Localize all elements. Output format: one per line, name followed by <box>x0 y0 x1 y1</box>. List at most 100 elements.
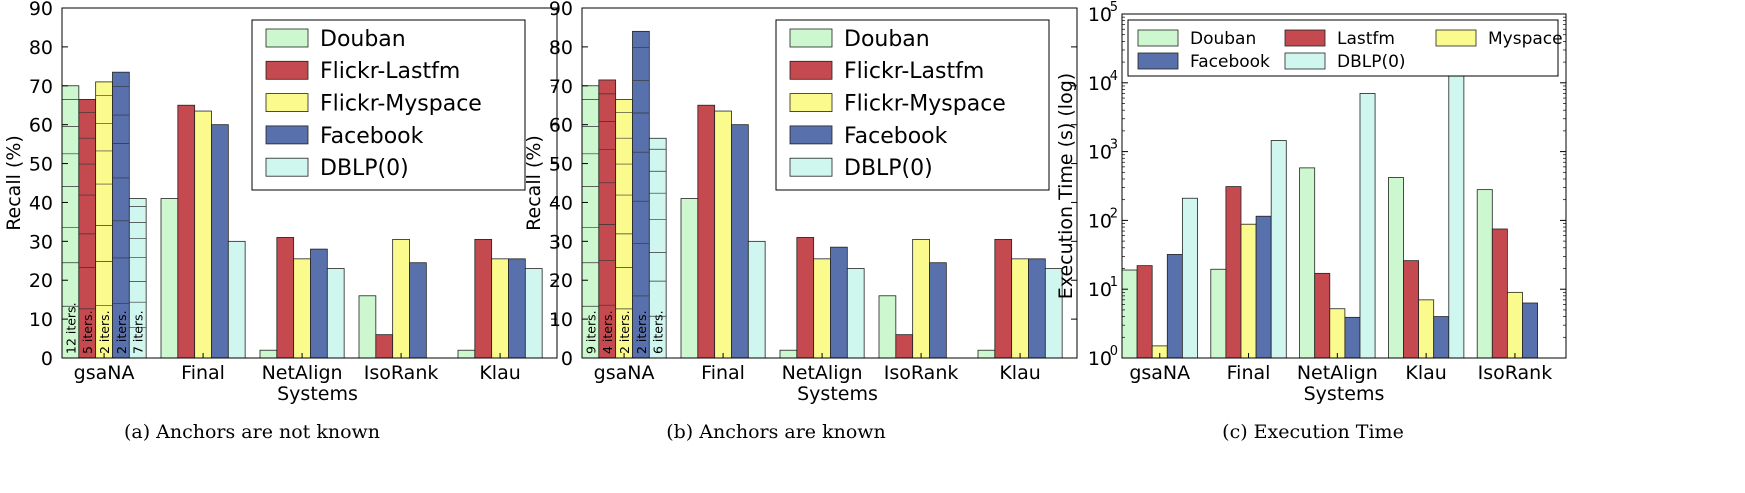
bar-dblp-0--klau <box>524 268 543 359</box>
legend-label: Douban <box>1190 29 1256 49</box>
bar-facebook-isorank <box>409 262 427 359</box>
y-tick-label: 10 <box>549 309 573 331</box>
bar-flickr-myspace-netalign <box>293 258 311 359</box>
y-tick-label: 80 <box>549 37 573 59</box>
y-tick-label: 30 <box>549 231 573 253</box>
x-tick-label: Klau <box>1405 362 1446 384</box>
y-tick-label: 0 <box>561 348 573 370</box>
bar-flickr-myspace-klau <box>1011 258 1029 359</box>
legend-swatch <box>265 157 309 177</box>
panel-a-legend: Douban Flickr-Lastfm Flickr-Myspace Faceboo… <box>251 19 526 191</box>
bar-facebook-netalign <box>830 246 848 359</box>
x-tick-label: IsoRank <box>1478 362 1553 384</box>
panel-a-x-ticks: gsaNA Final NetAlign IsoRank Klau <box>74 353 521 384</box>
y-tick-label: 10 <box>1088 210 1112 232</box>
legend-swatch <box>265 60 309 80</box>
bar-flickr-lastfm-isorank <box>895 334 914 359</box>
bar-douban-netalign <box>779 349 798 359</box>
panel-c-plot-frame <box>1121 13 1567 359</box>
x-tick-label: Final <box>701 362 745 384</box>
bar-douban-isorank <box>1476 189 1493 359</box>
y-tick-label: 50 <box>549 154 573 176</box>
legend-label: Douban <box>320 27 406 52</box>
bar-douban-final <box>1210 268 1227 359</box>
x-tick-label: IsoRank <box>884 362 959 384</box>
bar-myspace-isorank <box>1506 291 1523 359</box>
y-tick-label: 30 <box>29 231 53 253</box>
x-tick-label: gsaNA <box>594 362 655 384</box>
legend-label: Lastfm <box>1337 29 1395 49</box>
panel-c-x-ticks: gsaNA Final NetAlign Klau IsoRank <box>1129 353 1552 384</box>
y-tick-exponent: 3 <box>1110 138 1118 153</box>
panel-b-x-ticks: gsaNA Final NetAlign IsoRank Klau <box>594 353 1041 384</box>
legend-label: Myspace <box>1488 29 1563 49</box>
legend-swatch <box>265 28 309 48</box>
bar-dblp-0--final <box>1270 140 1287 359</box>
y-tick-label: 10 <box>1088 348 1112 370</box>
y-tick-label: 90 <box>549 0 573 20</box>
bar-dblp-0--final <box>747 240 766 359</box>
x-tick-label: NetAlign <box>782 362 863 384</box>
legend-swatch <box>1137 29 1179 47</box>
bar-douban-isorank <box>358 295 377 359</box>
legend-label: Facebook <box>320 124 424 149</box>
y-tick-exponent: 1 <box>1110 275 1118 290</box>
y-tick-label: 20 <box>29 270 53 292</box>
bar-dblp-0--netalign <box>846 268 865 359</box>
x-tick-label: NetAlign <box>262 362 343 384</box>
x-tick-label: gsaNA <box>74 362 135 384</box>
bar-flickr-lastfm-final <box>697 104 716 359</box>
bar-lastfm-gsana <box>1136 265 1153 359</box>
bar-douban-klau <box>1388 177 1404 359</box>
bar-dblp-0--netalign <box>1359 93 1376 359</box>
bar-flickr-lastfm-klau <box>994 238 1013 359</box>
bar-douban-gsana <box>1121 269 1138 359</box>
panel-a-caption: (a) Anchors are not known <box>124 421 380 443</box>
x-tick-label: Klau <box>479 362 520 384</box>
bar-douban-final <box>680 198 699 359</box>
bar-douban-final <box>160 198 179 359</box>
legend-swatch <box>1284 52 1326 70</box>
panel-a-iteration-labels: 12 iters. 5 iters. 2 iters. 2 iters. 7 iters… <box>63 302 145 354</box>
panel-a-plot-frame <box>61 7 558 359</box>
legend-label: Flickr-Myspace <box>844 92 1006 117</box>
iteration-label: 2 iters. <box>634 310 649 354</box>
y-tick-label: 10 <box>1088 4 1112 26</box>
y-tick-label: 0 <box>41 348 53 370</box>
legend-swatch <box>789 28 833 48</box>
bar-douban-netalign <box>259 349 278 359</box>
panel-b-segment-lines <box>582 47 667 317</box>
legend-box <box>1127 19 1559 77</box>
bar-flickr-myspace-isorank <box>912 238 930 359</box>
bar-lastfm-isorank <box>1491 228 1508 359</box>
panel-c-legend: Douban Lastfm Myspace Facebook DBLP(0) <box>1127 19 1563 77</box>
panel-c-bars <box>1121 70 1538 359</box>
bar-myspace-final <box>1240 223 1257 359</box>
bar-lastfm-netalign <box>1314 272 1331 359</box>
legend-swatch <box>1137 52 1179 70</box>
bar-myspace-netalign <box>1329 308 1346 359</box>
legend-label: Facebook <box>844 124 948 149</box>
legend-label: Flickr-Lastfm <box>844 59 984 84</box>
y-tick-label: 90 <box>29 0 53 20</box>
bar-dblp-0--netalign <box>326 268 345 359</box>
panel-b-legend: Douban Flickr-Lastfm Flickr-Myspace Faceboo… <box>775 19 1050 191</box>
x-tick-label: Klau <box>999 362 1040 384</box>
legend-label: DBLP(0) <box>320 156 409 181</box>
legend-swatch <box>265 93 309 112</box>
bar-flickr-lastfm-netalign <box>276 237 295 359</box>
bar-facebook-gsana <box>1166 254 1183 359</box>
panel-c-caption: (c) Execution Time <box>1222 421 1404 443</box>
bar-lastfm-final <box>1225 186 1242 359</box>
legend-label: DBLP(0) <box>1337 52 1406 72</box>
legend-label: Douban <box>844 27 930 52</box>
bar-facebook-klau <box>1433 316 1450 359</box>
bar-facebook-netalign <box>310 248 328 359</box>
x-tick-label: NetAlign <box>1297 362 1378 384</box>
legend-swatch <box>789 60 833 80</box>
bar-facebook-final <box>1255 215 1272 359</box>
iteration-label: 9 iters. <box>583 310 598 354</box>
bar-facebook-final <box>731 124 749 359</box>
